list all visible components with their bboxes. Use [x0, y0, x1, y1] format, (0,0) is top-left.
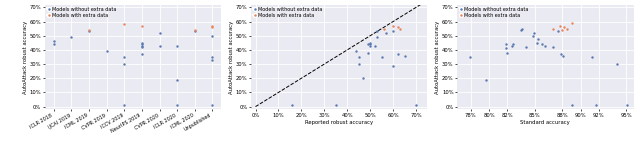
Point — [365, 43, 375, 45]
Legend: Models without extra data, Models with extra data: Models without extra data, Models with e… — [252, 6, 324, 19]
Point — [172, 78, 182, 81]
Point — [552, 30, 563, 33]
Point — [388, 64, 398, 67]
Point — [363, 43, 373, 45]
Point — [567, 104, 577, 106]
Point — [358, 77, 369, 79]
Point — [586, 56, 596, 58]
Point — [562, 28, 572, 30]
Point — [537, 43, 547, 45]
Point — [612, 63, 622, 65]
Point — [365, 44, 375, 47]
Point — [207, 56, 218, 58]
Point — [502, 52, 513, 54]
Point — [331, 104, 341, 106]
Point — [392, 53, 403, 55]
Point — [548, 28, 558, 30]
Point — [529, 32, 539, 34]
Point — [137, 43, 147, 45]
Point — [137, 53, 147, 55]
Point — [137, 44, 147, 47]
Point — [622, 104, 632, 106]
Point — [508, 43, 518, 45]
Point — [388, 30, 398, 33]
Point — [516, 29, 526, 31]
Point — [532, 37, 543, 40]
Point — [388, 25, 398, 27]
Point — [172, 44, 182, 47]
X-axis label: Reported robust accuracy: Reported robust accuracy — [305, 120, 373, 125]
Point — [559, 26, 569, 28]
Y-axis label: AutoAttack robust accuracy: AutoAttack robust accuracy — [22, 20, 28, 94]
Point — [119, 56, 129, 58]
Y-axis label: AutoAttack robust accuracy: AutoAttack robust accuracy — [435, 20, 440, 94]
Point — [567, 22, 577, 24]
Legend: Models without extra data, Models with extra data: Models without extra data, Models with e… — [458, 6, 530, 19]
Point — [137, 42, 147, 44]
Point — [520, 46, 531, 48]
Point — [154, 32, 164, 34]
Point — [363, 52, 373, 54]
Point — [591, 104, 601, 106]
Point — [556, 53, 566, 55]
Point — [119, 63, 129, 65]
Point — [353, 56, 364, 58]
Point — [189, 29, 200, 31]
Point — [372, 36, 382, 38]
Point — [465, 56, 475, 58]
Point — [548, 46, 558, 48]
Legend: Models without extra data, Models with extra data: Models without extra data, Models with e… — [46, 6, 117, 19]
Point — [207, 104, 218, 106]
Point — [137, 25, 147, 27]
Point — [395, 28, 405, 30]
Point — [370, 44, 380, 47]
X-axis label: Standard accuracy: Standard accuracy — [520, 120, 570, 125]
Point — [84, 29, 94, 31]
Point — [381, 32, 391, 34]
Point — [207, 26, 218, 28]
Point — [411, 104, 421, 106]
Point — [66, 36, 76, 38]
Point — [172, 104, 182, 106]
Point — [558, 54, 568, 57]
Point — [557, 29, 568, 31]
Point — [556, 25, 566, 27]
Point — [154, 44, 164, 47]
Point — [372, 30, 382, 33]
Point — [481, 78, 492, 81]
Point — [500, 43, 511, 45]
Point — [49, 43, 59, 45]
Point — [137, 46, 147, 48]
Point — [500, 47, 511, 50]
Point — [189, 30, 200, 33]
Point — [365, 42, 375, 44]
Y-axis label: AutoAttack robust accuracy: AutoAttack robust accuracy — [228, 20, 234, 94]
Point — [376, 56, 387, 58]
Point — [49, 40, 59, 43]
Point — [119, 23, 129, 26]
Point — [207, 35, 218, 37]
Point — [287, 104, 298, 106]
Point — [540, 44, 550, 47]
Point — [532, 42, 542, 44]
Point — [507, 44, 517, 47]
Point — [351, 50, 362, 53]
Point — [207, 25, 218, 27]
Point — [528, 35, 538, 37]
Point — [517, 28, 527, 30]
Point — [207, 59, 218, 61]
Point — [84, 30, 94, 33]
Point — [119, 104, 129, 106]
Point — [399, 54, 410, 57]
Point — [379, 28, 389, 30]
Point — [392, 26, 403, 28]
Point — [102, 50, 112, 53]
Point — [353, 63, 364, 65]
